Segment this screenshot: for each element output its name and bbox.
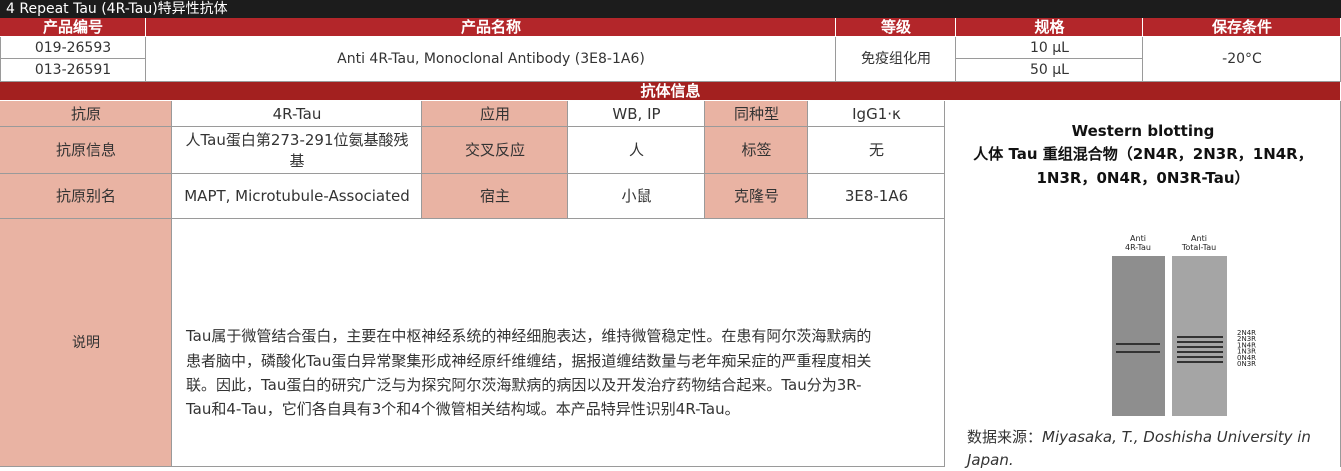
product-spec: 10 μL [956,37,1143,59]
product-grade: 免疫组化用 [836,37,956,82]
product-code: 013-26591 [0,59,146,82]
figure-title: Western blotting [1071,122,1215,140]
info-label: 抗原别名 [0,174,172,219]
info-label: 交叉反应 [422,127,568,174]
lane-label: 4R-Tau [1125,243,1151,252]
info-label: 同种型 [705,101,808,127]
info-value: 人 [568,127,705,174]
lane-label: Total-Tau [1181,243,1216,252]
band-label: 1N3R [1237,348,1256,356]
product-code: 019-26593 [0,37,146,59]
band-label: 2N3R [1237,335,1256,343]
band-label: 0N4R [1237,354,1256,362]
figure-subtitle: 人体 Tau 重组混合物（2N4R，2N3R，1N4R，1N3R，0N4R，0N… [973,145,1313,187]
info-label: 说明 [0,219,172,467]
bands [1116,336,1223,363]
figure-panel: Western blotting 人体 Tau 重组混合物（2N4R，2N3R，… [945,101,1341,469]
section-title: 抗体信息 [0,82,1341,101]
info-value: WB, IP [568,101,705,127]
info-value: 4R-Tau [172,101,422,127]
info-label: 标签 [705,127,808,174]
lane-label: Anti [1130,234,1146,243]
header-cell: 产品名称 [146,18,836,37]
description: Tau属于微管结合蛋白，主要在中枢神经系统的神经细胞表达，维持微管稳定性。在患有… [172,219,945,467]
info-value: MAPT, Microtubule-Associated [172,174,422,219]
header-cell: 等级 [836,18,956,37]
band-label: 0N3R [1237,360,1256,368]
product-name: Anti 4R-Tau, Monoclonal Antibody (3E8-1A… [146,37,836,82]
header-cell: 产品编号 [0,18,146,37]
info-label: 克隆号 [705,174,808,219]
info-value: IgG1·κ [808,101,945,127]
source-label: 数据来源： [967,428,1043,446]
product-spec: 50 μL [956,59,1143,82]
source: 数据来源：Miyasaka, T., Doshisha University i… [967,426,1337,471]
info-value: 无 [808,127,945,174]
band-label: 2N4R [1237,329,1256,337]
lane [1112,256,1165,416]
info-label: 宿主 [422,174,568,219]
info-value: 3E8-1A6 [808,174,945,219]
info-value: 小鼠 [568,174,705,219]
header-cell: 保存条件 [1143,18,1341,37]
band-label: 1N4R [1237,341,1256,349]
page-title: 4 Repeat Tau (4R-Tau)特异性抗体 [0,0,1341,18]
product-storage: -20°C [1143,37,1341,82]
info-value: 人Tau蛋白第273-291位氨基酸残基 [172,127,422,174]
source-text: Miyasaka, T., Doshisha University in Jap… [967,428,1311,469]
header-cell: 规格 [956,18,1143,37]
info-label: 抗原 [0,101,172,127]
info-label: 应用 [422,101,568,127]
info-label: 抗原信息 [0,127,172,174]
lane-label: Anti [1191,234,1207,243]
